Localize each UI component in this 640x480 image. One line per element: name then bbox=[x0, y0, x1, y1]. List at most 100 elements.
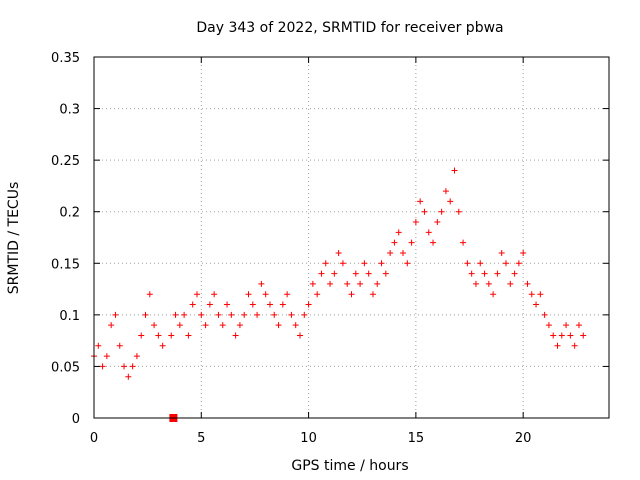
data-point bbox=[369, 291, 376, 298]
data-point bbox=[258, 280, 265, 287]
y-axis-label: SRMTID / TECUs bbox=[6, 182, 22, 295]
data-point bbox=[455, 208, 462, 215]
grid bbox=[94, 57, 609, 418]
data-point bbox=[400, 249, 406, 256]
data-point bbox=[108, 322, 115, 329]
data-point bbox=[545, 322, 552, 329]
data-point bbox=[464, 260, 471, 267]
x-tick-label: 10 bbox=[300, 431, 317, 446]
data-point bbox=[425, 229, 432, 236]
data-point bbox=[430, 239, 437, 246]
data-point bbox=[503, 260, 509, 267]
data-point bbox=[481, 270, 488, 277]
y-tick-label: 0.25 bbox=[51, 154, 80, 169]
data-point bbox=[266, 301, 273, 308]
data-point bbox=[202, 322, 209, 329]
data-point bbox=[146, 291, 153, 298]
x-tick-label: 15 bbox=[408, 431, 425, 446]
ticks: 0 5 10 15 20 0 0.05 0.1 0.15 0.2 0.25 0.3 0.35 bbox=[51, 51, 609, 446]
data-point bbox=[563, 322, 570, 329]
plot-frame bbox=[93, 56, 610, 419]
data-point bbox=[520, 249, 527, 256]
data-point bbox=[133, 353, 140, 360]
data-point bbox=[189, 301, 196, 308]
data-point bbox=[275, 322, 282, 329]
data-point bbox=[485, 280, 492, 287]
y-tick-label: 0.2 bbox=[59, 206, 80, 221]
data-point bbox=[541, 311, 548, 318]
data-point bbox=[215, 311, 222, 318]
data-point bbox=[279, 301, 286, 308]
data-point bbox=[172, 311, 179, 318]
data-point bbox=[395, 229, 402, 236]
chart-title: Day 343 of 2022, SRMTID for receiver pbw… bbox=[196, 20, 503, 36]
data-point bbox=[391, 239, 398, 246]
data-point bbox=[404, 260, 411, 267]
data-point bbox=[408, 239, 415, 246]
data-point bbox=[129, 363, 136, 370]
data-point bbox=[477, 260, 484, 267]
data-point bbox=[472, 280, 479, 287]
data-point bbox=[494, 270, 501, 277]
data-point bbox=[301, 311, 308, 318]
data-point bbox=[468, 270, 475, 277]
data-point bbox=[537, 291, 544, 298]
data-points bbox=[91, 167, 587, 422]
data-point bbox=[554, 342, 561, 349]
x-tick-label: 20 bbox=[515, 431, 532, 446]
data-point bbox=[357, 280, 364, 287]
data-point bbox=[460, 239, 467, 246]
data-point bbox=[121, 363, 128, 370]
data-point bbox=[309, 280, 316, 287]
data-point bbox=[365, 270, 372, 277]
data-point bbox=[241, 311, 248, 318]
data-point bbox=[318, 270, 325, 277]
x-axis-label: GPS time / hours bbox=[291, 458, 408, 474]
data-point bbox=[417, 198, 424, 205]
data-point bbox=[374, 280, 381, 287]
y-tick-label: 0.3 bbox=[59, 103, 80, 118]
data-point bbox=[327, 280, 334, 287]
data-point bbox=[112, 311, 119, 318]
data-point bbox=[533, 301, 540, 308]
data-point bbox=[254, 311, 261, 318]
data-point bbox=[331, 270, 338, 277]
data-point bbox=[284, 291, 291, 298]
data-point bbox=[185, 332, 192, 339]
data-point bbox=[558, 332, 565, 339]
data-point bbox=[245, 291, 252, 298]
data-point bbox=[181, 311, 188, 318]
data-point bbox=[348, 291, 355, 298]
data-point bbox=[387, 249, 394, 256]
data-point bbox=[232, 332, 239, 339]
y-tick-label: 0.1 bbox=[59, 309, 80, 324]
data-point bbox=[271, 311, 278, 318]
data-point bbox=[442, 188, 449, 195]
data-point bbox=[567, 332, 574, 339]
data-point bbox=[322, 260, 329, 267]
data-point bbox=[361, 260, 368, 267]
data-point bbox=[528, 291, 535, 298]
data-point bbox=[438, 208, 445, 215]
data-point bbox=[314, 291, 321, 298]
data-point bbox=[339, 260, 346, 267]
data-point bbox=[297, 332, 303, 339]
data-point bbox=[219, 322, 226, 329]
data-point bbox=[176, 322, 183, 329]
data-point bbox=[194, 291, 200, 298]
data-point bbox=[159, 342, 166, 349]
data-point bbox=[138, 332, 145, 339]
x-tick-label: 0 bbox=[90, 431, 98, 446]
data-point bbox=[421, 208, 428, 215]
data-point bbox=[511, 270, 518, 277]
data-point bbox=[571, 342, 578, 349]
data-point bbox=[490, 291, 497, 298]
data-point bbox=[507, 280, 514, 287]
data-point bbox=[378, 260, 385, 267]
data-point bbox=[434, 219, 441, 226]
data-point bbox=[198, 311, 205, 318]
data-point bbox=[262, 291, 269, 298]
data-point bbox=[224, 301, 231, 308]
data-point bbox=[575, 322, 582, 329]
